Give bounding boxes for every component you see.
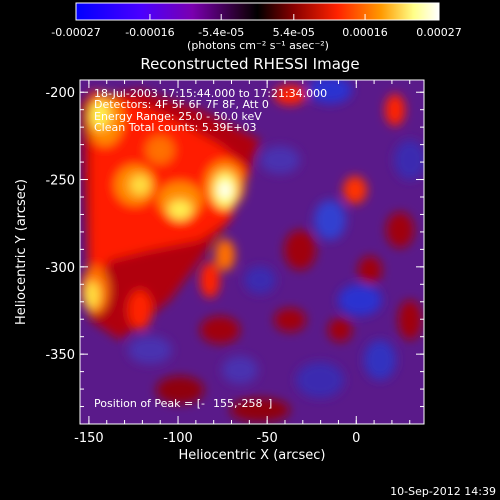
x-tick-label: -100: [163, 431, 193, 446]
y-tick-label: -350: [45, 348, 75, 363]
x-tick-label: 0: [352, 431, 360, 446]
plot-title: Reconstructed RHESSI Image: [140, 55, 359, 73]
info-line-time: 18-Jul-2003 17:15:44.000 to 17:21:34.000: [94, 87, 327, 100]
info-line-clean: Clean Total counts: 5.39E+03: [94, 121, 257, 134]
y-tick-label: -300: [45, 261, 75, 276]
info-line-detectors: Detectors: 4F 5F 6F 7F 8F, Att 0: [94, 98, 269, 111]
plot-frame: [79, 79, 425, 425]
colorbar-ticks: -0.00027 -0.00016 -5.4e-05 5.4e-05 0.00016 0.…: [51, 14, 462, 39]
colorbar-tick-label: -0.00027: [51, 26, 100, 39]
colorbar-units: (photons cm⁻² s⁻¹ asec⁻²): [187, 39, 329, 52]
colorbar-tick-label: -5.4e-05: [198, 26, 244, 39]
y-axis-ticks: -200 -250 -300 -350: [45, 86, 424, 425]
timestamp: 10-Sep-2012 14:39: [390, 485, 496, 498]
x-tick-label: -50: [257, 431, 278, 446]
colorbar: [75, 2, 440, 21]
peak-position-value: 155,-258: [213, 397, 262, 410]
x-tick-label: -150: [74, 431, 104, 446]
info-line-energy: Energy Range: 25.0 - 50.0 keV: [94, 110, 262, 123]
x-axis-label: Heliocentric X (arcsec): [179, 448, 326, 463]
image-map: [80, 80, 424, 424]
y-tick-label: -200: [45, 86, 75, 101]
peak-position-close: ]: [268, 397, 272, 410]
colorbar-tick-label: 0.00016: [342, 26, 388, 39]
colorbar-tick-label: 5.4e-05: [273, 26, 315, 39]
y-axis-label: Heliocentric Y (arcsec): [14, 179, 29, 325]
y-tick-label: -250: [45, 174, 75, 189]
colorbar-tick-label: 0.00027: [416, 26, 462, 39]
peak-position-label: Position of Peak = [-: [94, 397, 205, 410]
x-axis-ticks: -150 -100 -50 0: [74, 80, 411, 446]
colorbar-tick-label: -0.00016: [125, 26, 174, 39]
